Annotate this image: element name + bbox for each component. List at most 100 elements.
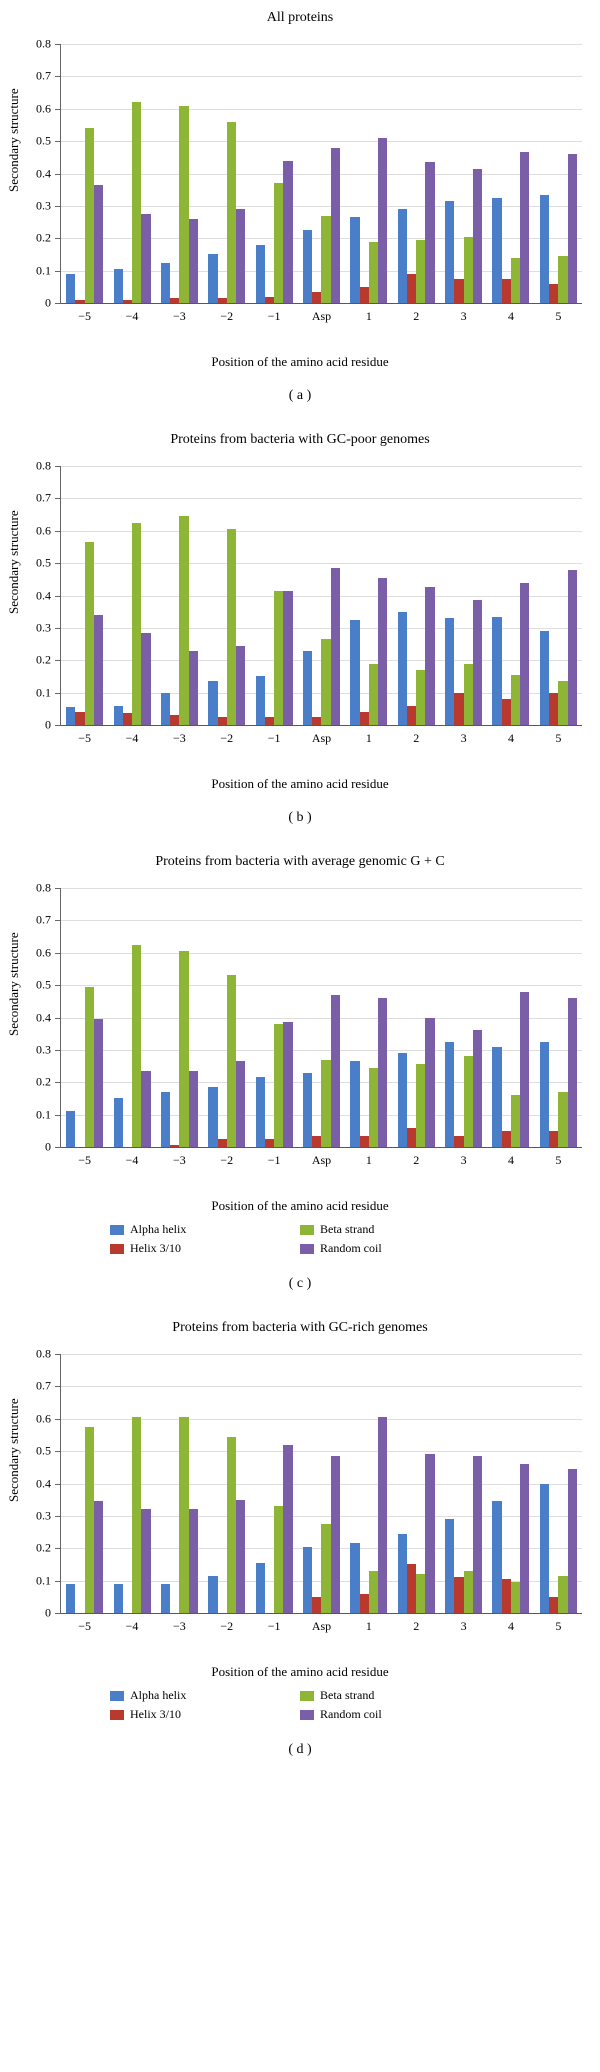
bar bbox=[549, 1131, 558, 1147]
bar bbox=[303, 230, 312, 303]
bar-group bbox=[540, 44, 577, 303]
bar bbox=[236, 209, 245, 303]
legend-label: Random coil bbox=[320, 1241, 382, 1256]
x-tick-label: Asp bbox=[312, 303, 331, 324]
bar-group bbox=[398, 888, 435, 1147]
bar bbox=[331, 995, 340, 1147]
y-tick-label: 0.3 bbox=[36, 1042, 61, 1057]
y-tick-label: 0.8 bbox=[36, 881, 61, 896]
x-tick-label: −3 bbox=[173, 1147, 186, 1168]
bar-group bbox=[492, 466, 529, 725]
bar bbox=[161, 693, 170, 725]
bar bbox=[114, 269, 123, 303]
y-tick-label: 0 bbox=[45, 718, 61, 733]
x-tick-label: −4 bbox=[126, 1147, 139, 1168]
bar bbox=[161, 263, 170, 303]
bar bbox=[540, 195, 549, 303]
bar bbox=[425, 162, 434, 303]
x-tick-label: −2 bbox=[220, 1147, 233, 1168]
x-tick-label: 3 bbox=[461, 1613, 467, 1634]
bar bbox=[218, 1139, 227, 1147]
bar bbox=[568, 154, 577, 303]
bar bbox=[378, 998, 387, 1147]
bar bbox=[407, 1564, 416, 1613]
x-tick-label: 5 bbox=[555, 1147, 561, 1168]
bar bbox=[407, 706, 416, 725]
bar bbox=[425, 1018, 434, 1148]
x-axis-title: Position of the amino acid residue bbox=[8, 1198, 592, 1214]
bar-group bbox=[492, 888, 529, 1147]
subplot-label: ( a ) bbox=[8, 388, 592, 404]
legend-label: Alpha helix bbox=[130, 1688, 186, 1703]
bar bbox=[558, 1576, 567, 1613]
bar bbox=[208, 254, 217, 303]
bar bbox=[416, 670, 425, 725]
bar bbox=[473, 1030, 482, 1147]
bar bbox=[425, 1454, 434, 1613]
bar-group bbox=[161, 888, 198, 1147]
legend: Alpha helixBeta strandHelix 3/10Random c… bbox=[110, 1686, 490, 1724]
y-tick-label: 0.2 bbox=[36, 1075, 61, 1090]
x-tick-label: −2 bbox=[220, 303, 233, 324]
legend-swatch bbox=[300, 1244, 314, 1254]
y-tick-label: 0.7 bbox=[36, 1379, 61, 1394]
bar bbox=[256, 1563, 265, 1613]
x-tick-label: −5 bbox=[78, 1613, 91, 1634]
bar bbox=[85, 1427, 94, 1613]
bar bbox=[454, 693, 463, 725]
x-tick-label: 2 bbox=[413, 725, 419, 746]
plot-area: 00.10.20.30.40.50.60.70.8−5−4−3−2−1Asp12… bbox=[60, 466, 582, 726]
bar bbox=[331, 1456, 340, 1613]
bar bbox=[161, 1584, 170, 1613]
bar bbox=[549, 1597, 558, 1613]
bar bbox=[464, 237, 473, 303]
bar bbox=[141, 633, 150, 725]
legend-item: Random coil bbox=[300, 1705, 490, 1724]
bar-group bbox=[66, 466, 103, 725]
y-tick-label: 0.4 bbox=[36, 1010, 61, 1025]
x-tick-label: 1 bbox=[366, 725, 372, 746]
bar bbox=[321, 1524, 330, 1613]
legend-swatch bbox=[300, 1691, 314, 1701]
bar bbox=[94, 185, 103, 303]
bar bbox=[265, 297, 274, 303]
bar bbox=[369, 1571, 378, 1613]
y-tick-label: 0.2 bbox=[36, 1541, 61, 1556]
bar-group bbox=[208, 888, 245, 1147]
y-tick-label: 0.2 bbox=[36, 231, 61, 246]
bar-group bbox=[398, 44, 435, 303]
bar bbox=[85, 987, 94, 1147]
y-tick-label: 0.7 bbox=[36, 491, 61, 506]
bar-group bbox=[398, 466, 435, 725]
chart-panel: Proteins from bacteria with average geno… bbox=[8, 854, 592, 1292]
y-tick-label: 0 bbox=[45, 1606, 61, 1621]
bar bbox=[303, 651, 312, 725]
bar bbox=[312, 292, 321, 303]
chart-title: Proteins from bacteria with GC-rich geno… bbox=[8, 1320, 592, 1336]
y-tick-label: 0.6 bbox=[36, 945, 61, 960]
bar-group bbox=[303, 1354, 340, 1613]
plot-area: 00.10.20.30.40.50.60.70.8−5−4−3−2−1Asp12… bbox=[60, 888, 582, 1148]
bar bbox=[94, 615, 103, 725]
bar-group bbox=[303, 888, 340, 1147]
bar bbox=[265, 1139, 274, 1147]
bar bbox=[350, 1061, 359, 1147]
bar bbox=[75, 712, 84, 725]
bar bbox=[218, 298, 227, 303]
x-tick-label: 3 bbox=[461, 1147, 467, 1168]
bar-group bbox=[350, 44, 387, 303]
chart-panel: Proteins from bacteria with GC-rich geno… bbox=[8, 1320, 592, 1758]
legend-swatch bbox=[110, 1225, 124, 1235]
bar-group bbox=[303, 466, 340, 725]
bar bbox=[170, 1145, 179, 1147]
bar bbox=[123, 713, 132, 725]
legend-swatch bbox=[110, 1244, 124, 1254]
bar bbox=[161, 1092, 170, 1147]
y-axis-title: Secondary structure bbox=[6, 932, 22, 1036]
y-tick-label: 0.5 bbox=[36, 556, 61, 571]
bar bbox=[369, 664, 378, 726]
bar bbox=[303, 1073, 312, 1147]
x-tick-label: −1 bbox=[268, 1147, 281, 1168]
bar bbox=[132, 1417, 141, 1613]
legend-swatch bbox=[110, 1710, 124, 1720]
